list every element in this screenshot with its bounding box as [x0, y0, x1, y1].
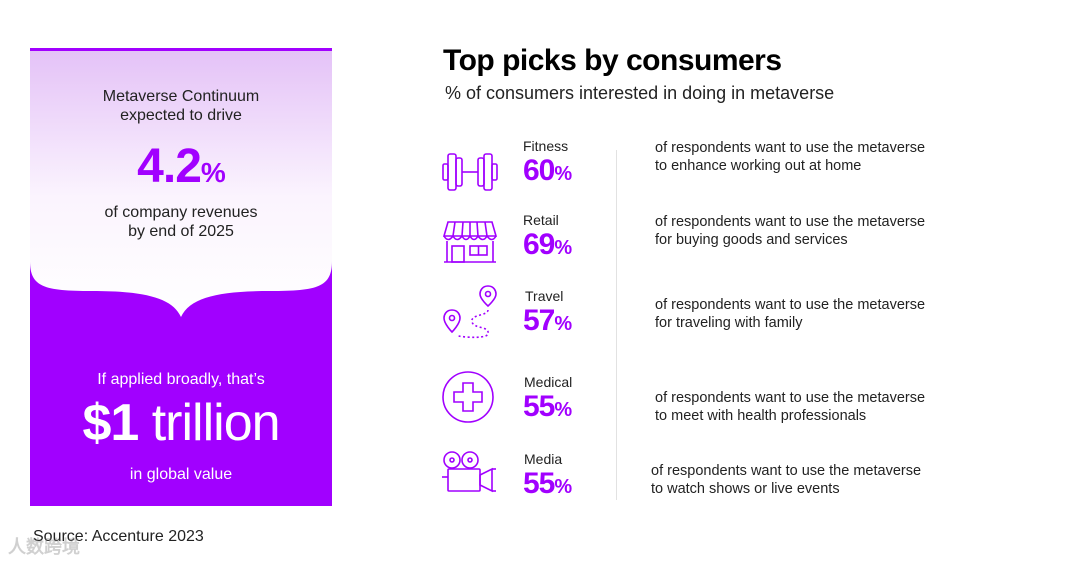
category-percentage: 57% [523, 304, 572, 337]
column-divider [616, 150, 617, 500]
consumer-pick-fitness: Fitness 60% of respondents want to use t… [440, 138, 1000, 204]
category-percentage: 60% [523, 154, 572, 187]
category-label: Media [524, 451, 563, 467]
category-label: Travel [525, 288, 564, 304]
global-value-caption: in global value [129, 466, 233, 483]
consumer-pick-media: Media 55% of respondents want to use the… [440, 451, 1000, 517]
category-description: of respondents want to use the metaverse… [655, 140, 926, 174]
map-route-icon [443, 285, 497, 339]
video-camera-icon [442, 451, 496, 493]
page-title: Top picks by consumers [443, 44, 782, 77]
category-description: of respondents want to use the metaverse… [655, 297, 926, 331]
page-subtitle: % of consumers interested in doing in me… [445, 83, 835, 103]
category-label: Fitness [523, 138, 569, 154]
storefront-icon [442, 221, 498, 263]
global-value-amount: $1 trillion [82, 394, 280, 452]
watermark-logo: 人数跨境 [8, 537, 80, 557]
metaverse-revenue-panel: Metaverse Continuum expected to drive 4.… [30, 48, 332, 506]
revenue-description: of company revenues by end of 2025 [104, 204, 258, 240]
revenue-intro-text: Metaverse Continuum expected to drive [102, 88, 260, 124]
panel-gradient-callout [30, 51, 332, 317]
category-description: of respondents want to use the metaverse… [655, 214, 926, 248]
category-label: Medical [524, 374, 573, 390]
revenue-percentage: 4.2% [137, 140, 226, 193]
consumer-pick-medical: Medical 55% of respondents want to use t… [440, 371, 1000, 440]
category-label: Retail [523, 212, 559, 228]
dumbbell-icon [442, 153, 498, 191]
consumer-pick-travel: Travel 57% of respondents want to use th… [440, 285, 1000, 354]
category-percentage: 55% [523, 390, 572, 423]
category-description: of respondents want to use the metaverse… [651, 463, 922, 497]
category-description: of respondents want to use the metaverse… [655, 390, 926, 424]
source-citation: Source: Accenture 2023 [33, 528, 204, 545]
category-percentage: 55% [523, 467, 572, 500]
medical-cross-icon [442, 371, 494, 423]
category-percentage: 69% [523, 228, 572, 261]
global-value-intro: If applied broadly, that’s [97, 371, 265, 388]
consumer-pick-retail: Retail 69% of respondents want to use th… [440, 212, 1000, 278]
